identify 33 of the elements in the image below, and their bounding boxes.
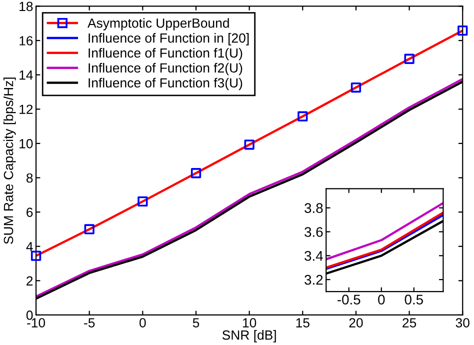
y-tick-label: 12 [20,104,33,114]
x-tick-label: 30 [456,318,470,328]
x-tick-label: 0.5 [404,294,423,305]
x-tick-label: 25 [402,318,416,328]
y-tick-label: 3.4 [304,250,323,261]
legend-label: Influence of Function f3(U) [88,78,242,90]
y-tick-label: 8 [26,173,33,183]
y-tick-label: 4 [26,242,33,252]
y-tick-label: 18 [20,2,33,12]
x-tick-label: 0 [378,294,385,305]
y-tick-label: 2 [26,276,33,286]
y-axis-title: SUM Rate Capacity [bps/Hz] [3,78,16,244]
y-tick-label: 14 [20,70,33,80]
x-tick-label: 10 [242,318,256,328]
x-tick-label: -10 [27,318,46,328]
x-tick-label: 5 [192,318,200,328]
y-tick-label: 3.8 [304,203,323,214]
legend-label: Asymptotic UpperBound [88,18,229,30]
y-tick-label: 3.6 [304,227,323,237]
legend-label: Influence of Function in [20] [88,33,249,46]
legend-label: Influence of Function f1(U) [88,48,242,60]
x-tick-label: 0 [140,318,146,328]
x-tick-label: -0.5 [338,294,360,305]
y-tick-label: 0 [26,310,33,320]
x-tick-label: 20 [349,318,363,328]
y-tick-label: 10 [20,139,33,148]
x-tick-label: -5 [84,318,95,328]
y-tick-label: 16 [20,36,33,46]
y-tick-label: 6 [26,208,33,217]
y-tick-label: 3.2 [304,274,323,285]
x-tick-label: 15 [296,318,310,328]
x-axis-title: SNR [dB] [222,330,276,342]
legend-label: Influence of Function f2(U) [88,62,242,76]
